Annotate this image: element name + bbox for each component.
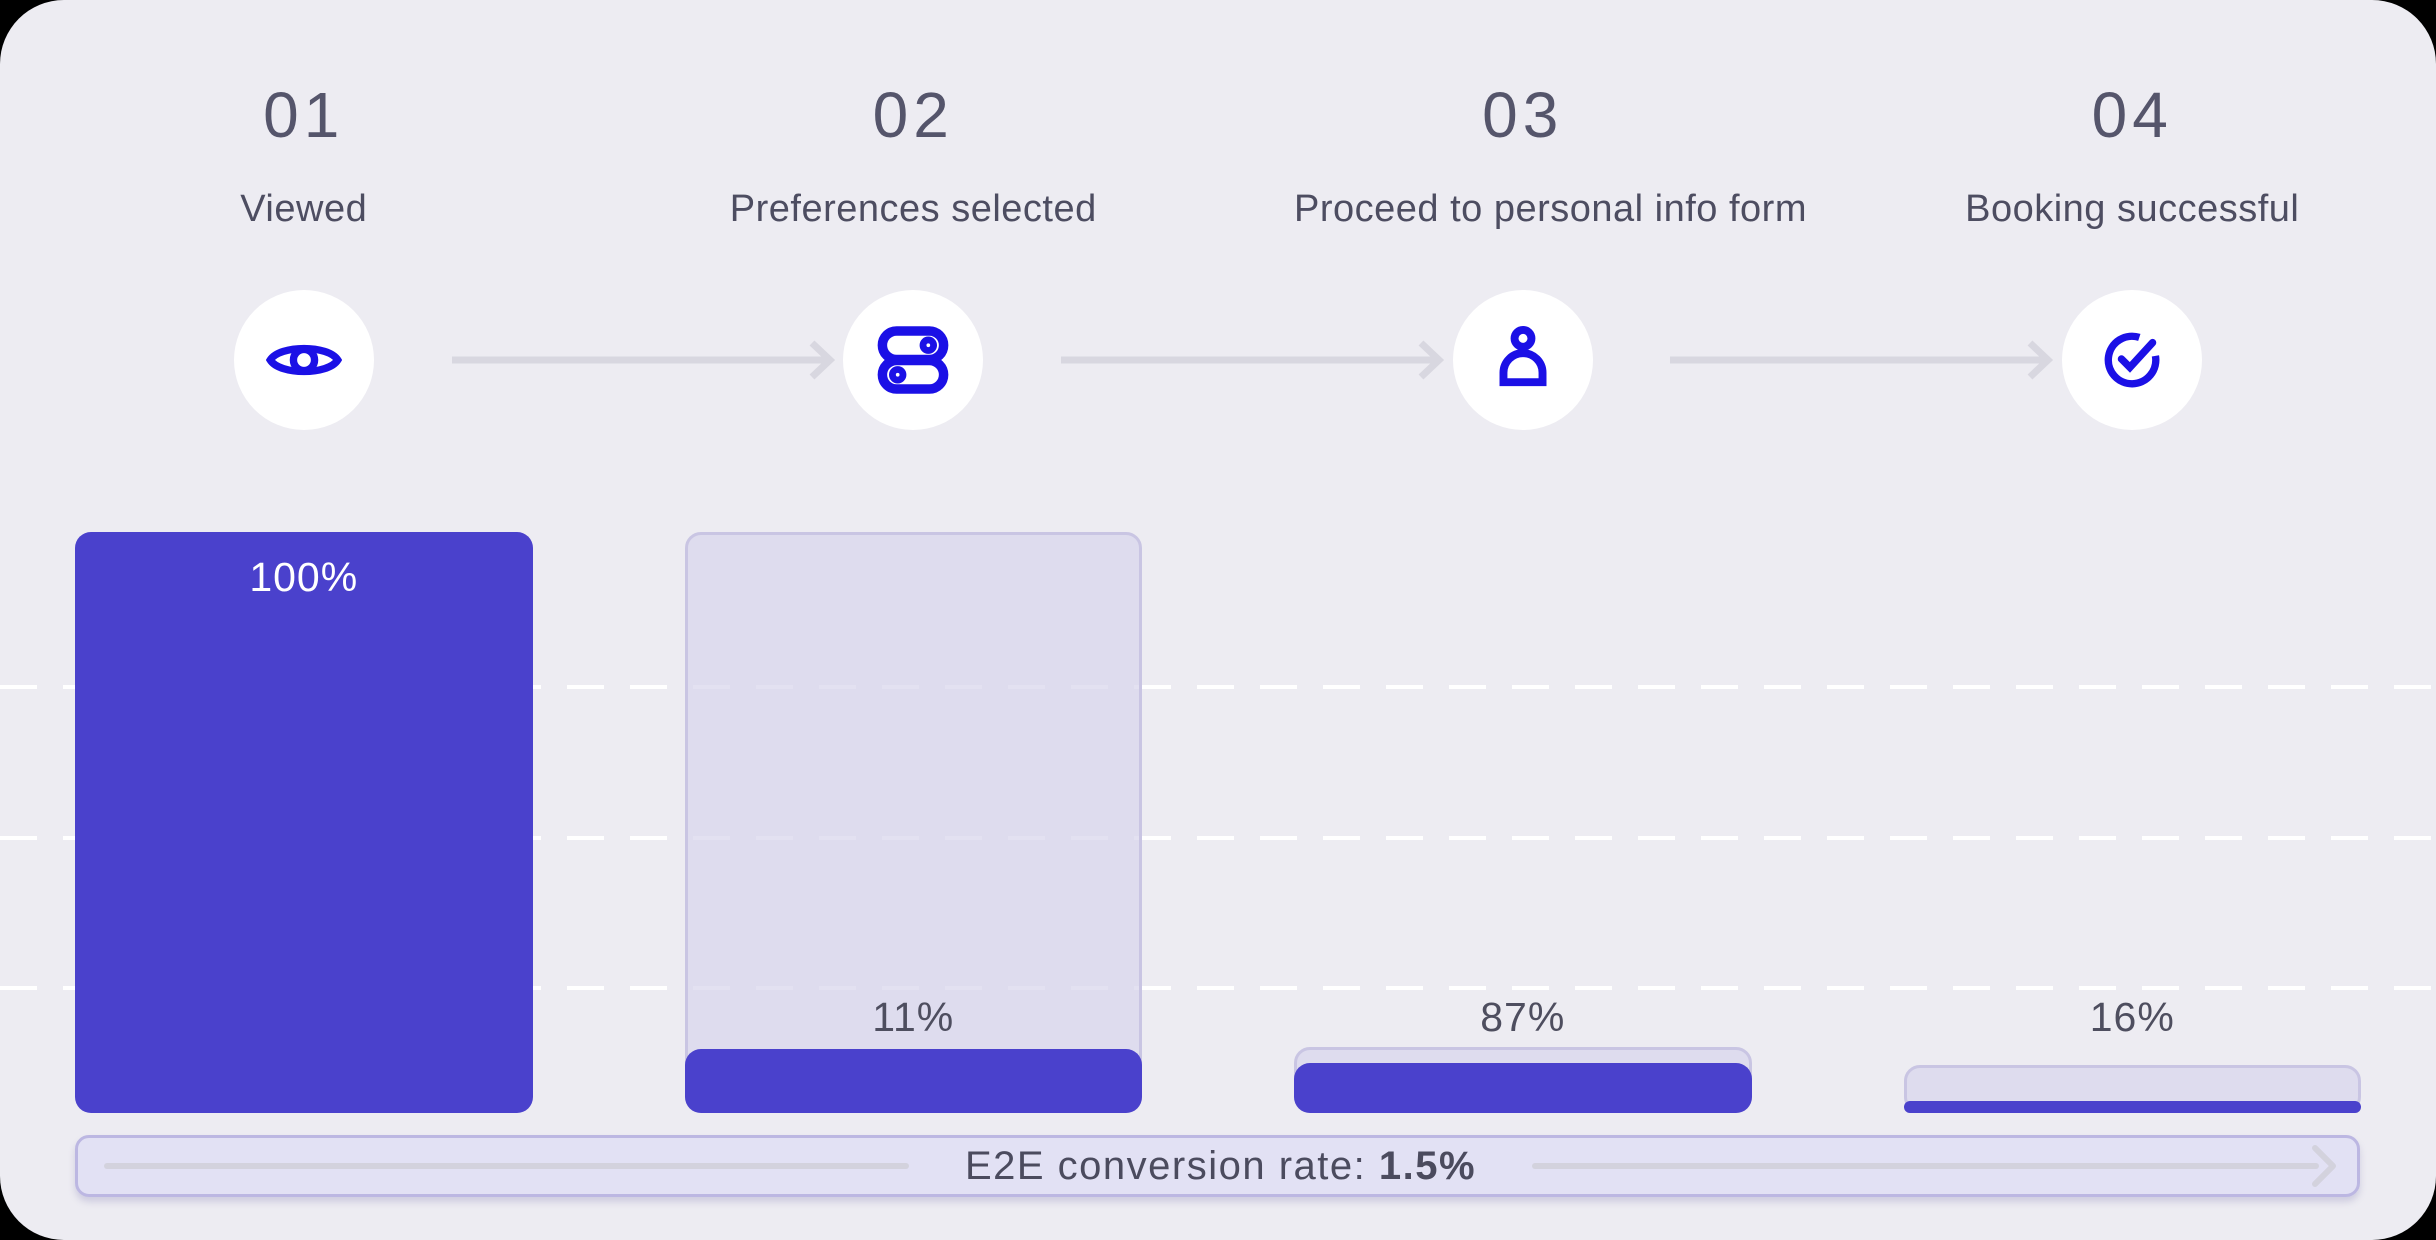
- step-label: Proceed to personal info form: [1294, 188, 1807, 230]
- step-icon-badge: [2062, 290, 2203, 430]
- bar-value: [1903, 1101, 2361, 1113]
- step-icon-badge: [1452, 290, 1593, 430]
- gridline-50pct: [0, 836, 2436, 840]
- bar-value: [684, 1049, 1142, 1113]
- arrow-shaft-left: [104, 1163, 909, 1169]
- bar-value-label: 16%: [2089, 994, 2175, 1040]
- bar-value-label: 87%: [1480, 994, 1566, 1040]
- step-number: 02: [872, 79, 954, 151]
- step-number: 04: [2091, 79, 2173, 151]
- bar-area: 16%: [1903, 532, 2361, 1113]
- step-label: Viewed: [240, 188, 368, 230]
- e2e-conversion-banner: E2E conversion rate: 1.5%: [75, 1135, 2360, 1197]
- step-connector-arrow: [452, 340, 836, 380]
- step-connector-arrow: [1061, 340, 1445, 380]
- bar-value-label: 11%: [872, 994, 955, 1040]
- bar-value: [1294, 1063, 1752, 1113]
- bar-value-label: 100%: [249, 554, 359, 600]
- funnel-step-personal-info: 03 Proceed to personal info form 87%: [1294, 0, 1807, 1240]
- funnel-step-booking: 04 Booking successful 16%: [1903, 0, 2361, 1240]
- circle-check-icon: [2104, 332, 2160, 388]
- bar-area: 11%: [684, 532, 1142, 1113]
- gridline-25pct: [0, 986, 2436, 990]
- step-number: 03: [1482, 79, 1564, 151]
- step-icon-badge: [233, 290, 374, 430]
- toggles-icon: [877, 326, 949, 394]
- arrow-head-icon: [2312, 1145, 2336, 1187]
- bar-area: 87%: [1294, 532, 1752, 1113]
- person-icon: [1499, 325, 1547, 387]
- bar-area: 100%: [75, 532, 533, 1113]
- step-label: Booking successful: [1965, 188, 2300, 230]
- step-connector-arrow: [1670, 340, 2054, 380]
- eye-icon: [265, 344, 342, 376]
- funnel-step-preferences: 02 Preferences selected 11%: [684, 0, 1142, 1240]
- gridline-75pct: [0, 685, 2436, 689]
- arrow-shaft-right: [1532, 1144, 2337, 1188]
- step-number: 01: [263, 79, 345, 151]
- funnel-step-viewed: 01 Viewed 100%: [75, 0, 533, 1240]
- step-icon-badge: [843, 290, 984, 430]
- e2e-conversion-text: E2E conversion rate: 1.5%: [964, 1143, 1477, 1188]
- bar-value: [75, 532, 533, 1113]
- e2e-conversion-value: 1.5%: [1378, 1143, 1477, 1188]
- step-label: Preferences selected: [729, 188, 1097, 230]
